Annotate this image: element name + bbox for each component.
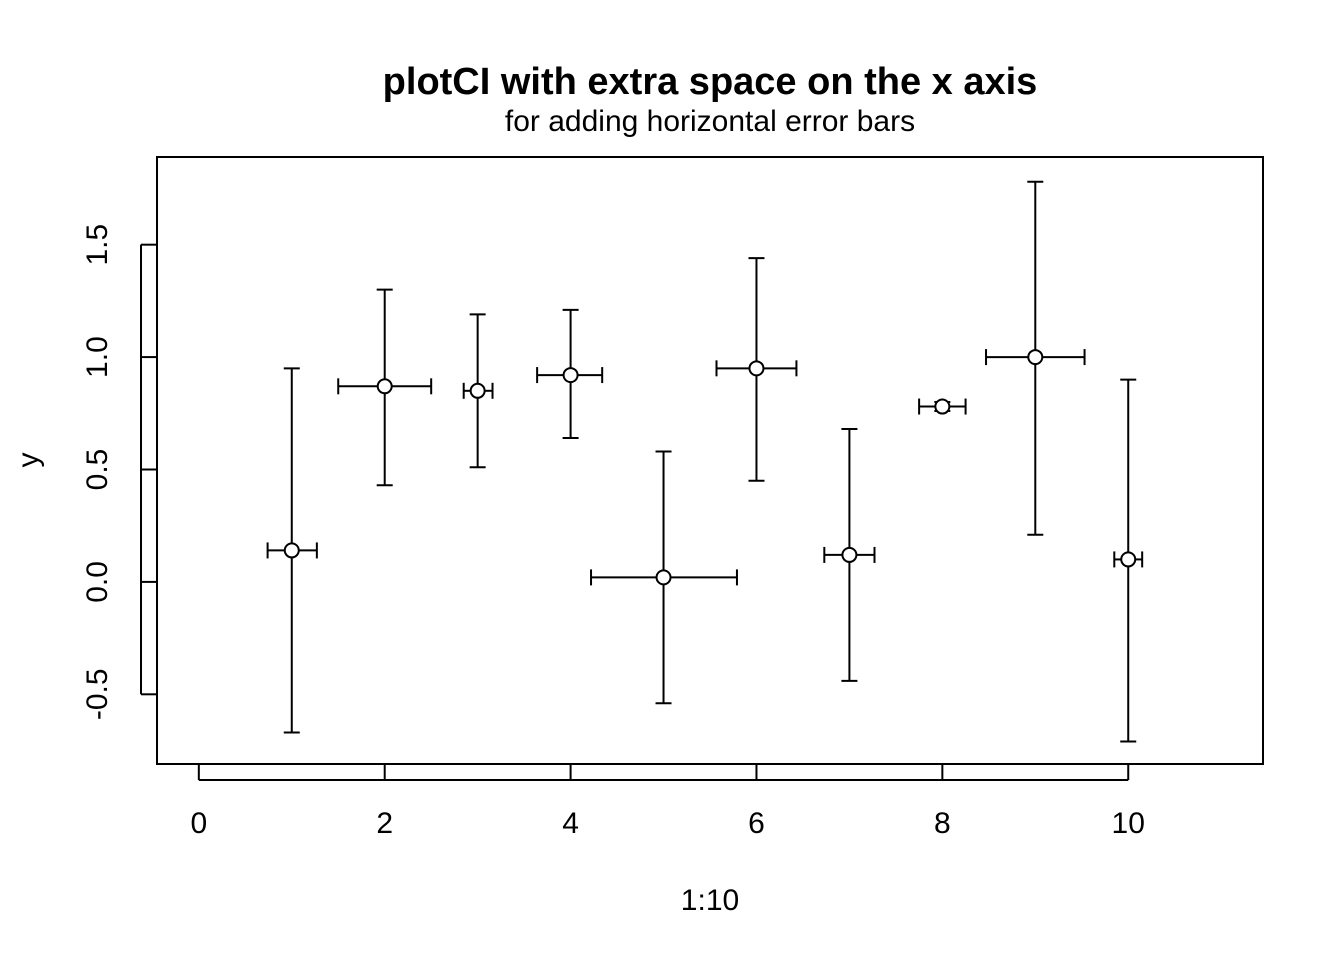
data-point [748,360,765,377]
plot-frame [156,156,1264,765]
x-axis-label: 1:10 [681,884,739,917]
data-point [1120,551,1137,568]
y-axis-label: y [12,453,45,468]
x-tick-label: 6 [748,807,765,840]
x-tick-label: 4 [562,807,579,840]
x-tick-label: 0 [190,807,207,840]
chart-title: plotCI with extra space on the x axis [383,61,1038,103]
data-point [283,542,300,559]
y-tick-label: 0.0 [81,561,114,603]
data-marks [266,180,1144,743]
x-tick-label: 10 [1112,807,1145,840]
chart-subtitle: for adding horizontal error bars [505,105,915,138]
y-tick-label: 1.0 [81,336,114,378]
y-axis: -0.5 0.0 0.5 1.0 1.5 [81,224,157,720]
data-point [841,546,858,563]
x-tick-label: 2 [376,807,393,840]
data-point [1027,349,1044,366]
x-tick-label: 8 [934,807,951,840]
y-tick-label: -0.5 [81,668,114,720]
x-axis: 0 2 4 6 8 10 [190,764,1145,840]
data-point [655,569,672,586]
data-point [562,367,579,384]
data-point [469,382,486,399]
data-point [934,398,951,415]
y-tick-label: 1.5 [81,224,114,266]
data-point [376,378,393,395]
y-tick-label: 0.5 [81,449,114,491]
